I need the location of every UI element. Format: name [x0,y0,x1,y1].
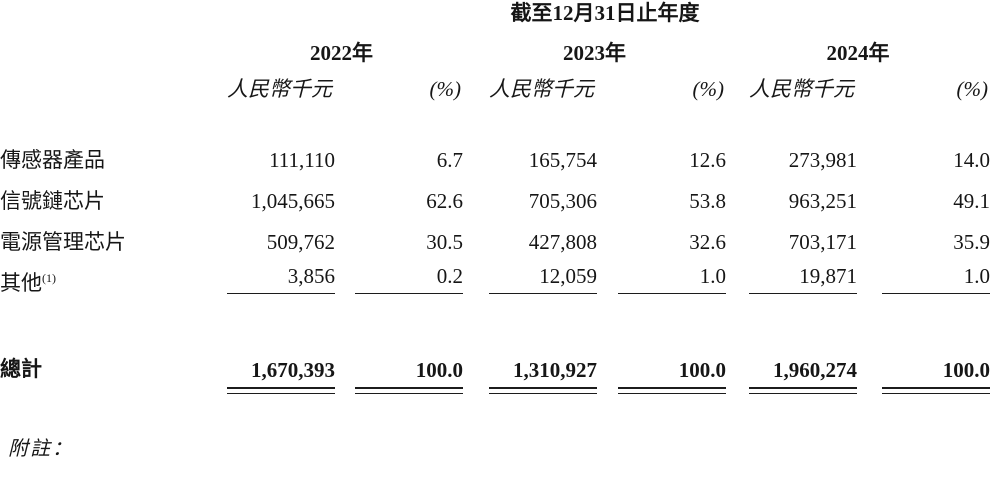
cell-value: 3,856 [227,265,335,294]
cell-value: 165,754 [528,147,597,172]
revenue-breakdown-table: 截至12月31日止年度 2022年 2023年 2024年 人民幣千元 (%) … [0,0,1000,396]
table-row-power-management-chips: 電源管理芯片 509,762 30.5 427,808 32.6 703,171… [0,214,1000,255]
cell-value: 1.0 [882,265,990,294]
cell-value: 111,110 [269,147,335,172]
total-value: 1,670,393 [227,359,335,395]
year-header-2022: 2022年 [310,40,373,65]
unit-header-row: 人民幣千元 (%) 人民幣千元 (%) 人民幣千元 (%) [0,64,1000,102]
table-row-total: 總計 1,670,393 100.0 1,310,927 100.0 1,960… [0,296,1000,396]
cell-value: 273,981 [788,147,857,172]
notes-heading: 附註： [8,438,74,460]
row-label: 其他(1) [0,270,56,295]
total-value: 1,310,927 [489,359,597,395]
table-row-signal-chain-chips: 信號鏈芯片 1,045,665 62.6 705,306 53.8 963,25… [0,173,1000,214]
cell-value: 14.0 [953,147,990,172]
unit-label-pct-2024: (%) [956,76,988,101]
total-label: 總計 [0,356,42,381]
notes-section: 附註： (1) 我們的定製服務及配套元件銷售收入。 [8,432,1000,492]
cell-value: 1,045,665 [251,188,335,213]
cell-value: 1.0 [618,265,726,294]
cell-value: 32.6 [689,229,726,254]
table-row-others: 其他(1) 3,856 0.2 12,059 1.0 19,871 1.0 [0,255,1000,296]
unit-label-rmb-2022: 人民幣千元 [227,76,332,101]
row-label: 傳感器產品 [0,147,105,172]
cell-value: 12.6 [689,147,726,172]
year-header-2023: 2023年 [563,40,626,65]
cell-value: 53.8 [689,188,726,213]
total-value: 100.0 [882,359,990,395]
period-header-row: 截至12月31日止年度 [0,0,1000,36]
unit-label-rmb-2024: 人民幣千元 [749,76,854,101]
period-header: 截至12月31日止年度 [510,1,700,25]
unit-label-rmb-2023: 人民幣千元 [489,76,594,101]
cell-value: 509,762 [266,229,335,254]
year-header-row: 2022年 2023年 2024年 [0,36,1000,64]
cell-value: 703,171 [788,229,857,254]
row-label: 電源管理芯片 [0,229,126,254]
cell-value: 62.6 [426,188,463,213]
table-row-sensor-products: 傳感器產品 111,110 6.7 165,754 12.6 273,981 1… [0,132,1000,173]
cell-value: 0.2 [355,265,463,294]
cell-value: 30.5 [426,229,463,254]
total-value: 100.0 [618,359,726,395]
cell-value: 963,251 [788,188,857,213]
unit-label-pct-2023: (%) [692,76,724,101]
cell-value: 19,871 [749,265,857,294]
header-body-spacer [0,102,1000,132]
total-value: 100.0 [355,359,463,395]
cell-value: 427,808 [528,229,597,254]
year-header-2024: 2024年 [826,40,890,65]
footnote-ref: (1) [42,270,56,285]
row-label: 信號鏈芯片 [0,188,105,213]
cell-value: 35.9 [953,229,990,254]
cell-value: 12,059 [489,265,597,294]
cell-value: 49.1 [953,188,990,213]
total-value: 1,960,274 [749,359,857,395]
cell-value: 6.7 [436,147,463,172]
cell-value: 705,306 [528,188,597,213]
unit-label-pct-2022: (%) [429,76,461,101]
